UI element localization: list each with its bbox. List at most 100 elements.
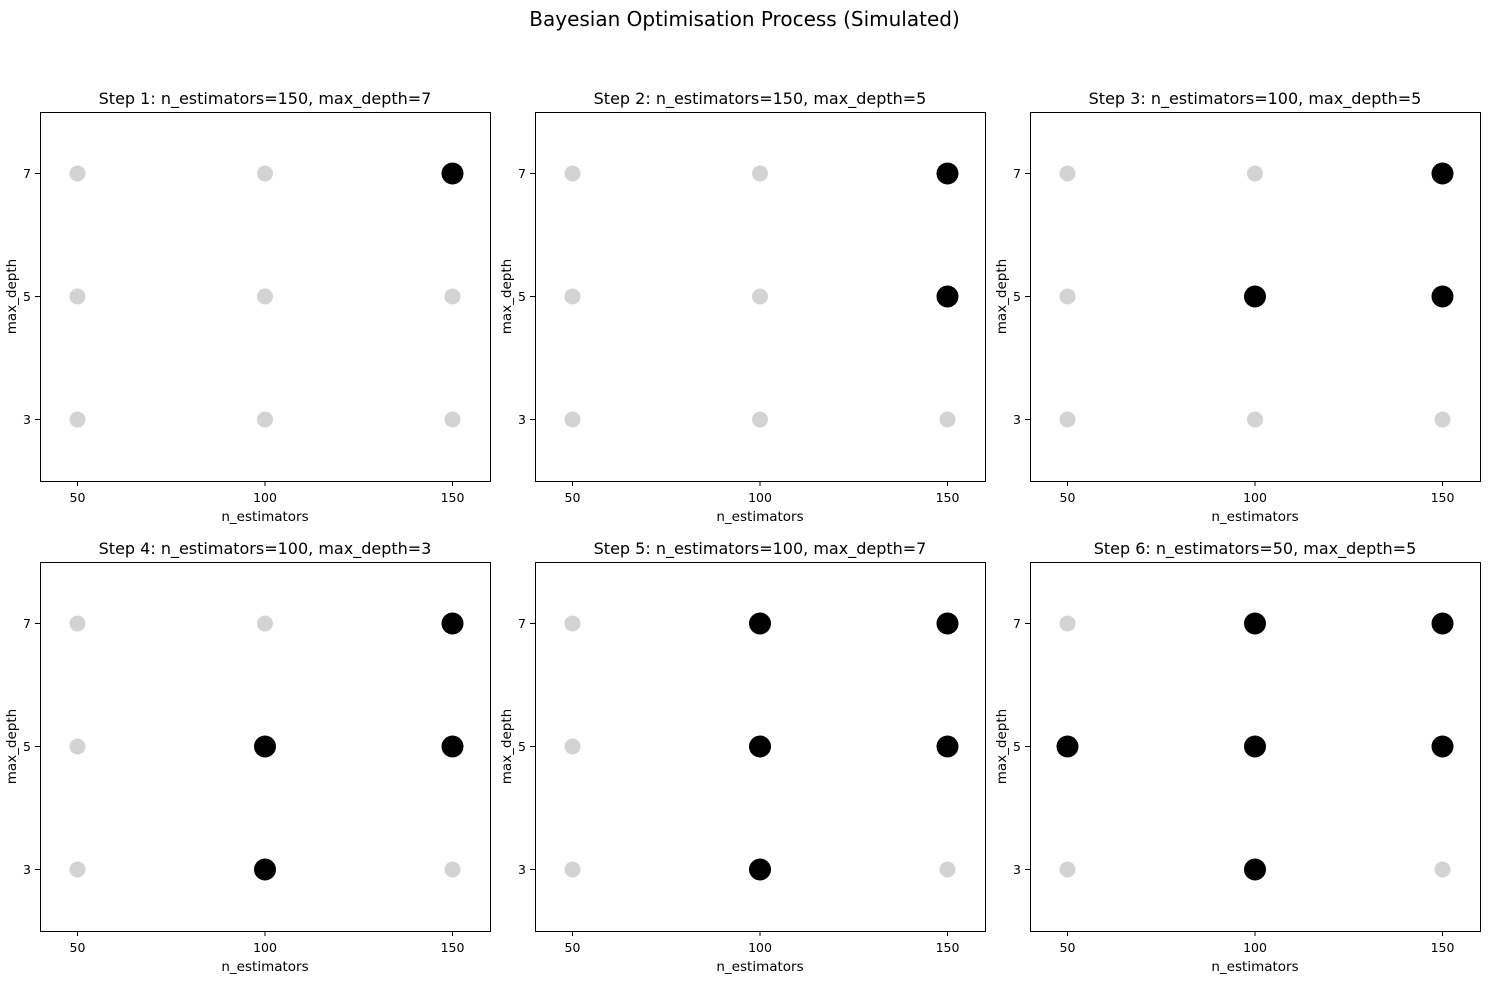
untested-point: [564, 165, 581, 182]
subplot-title: Step 2: n_estimators=150, max_depth=5: [594, 89, 927, 109]
tested-point: [936, 735, 959, 758]
y-tick-label: 7: [23, 616, 31, 631]
x-tick-label: 50: [1060, 940, 1076, 955]
tested-point: [936, 162, 959, 185]
x-tick-label: 150: [936, 490, 960, 505]
tested-point: [1431, 612, 1454, 635]
x-axis-label: n_estimators: [716, 509, 803, 525]
x-axis-label: n_estimators: [716, 959, 803, 975]
untested-point: [564, 411, 581, 428]
y-tick-label: 5: [1013, 739, 1021, 754]
subplot-title: Step 5: n_estimators=100, max_depth=7: [594, 539, 927, 559]
x-tick-label: 150: [936, 940, 960, 955]
y-tick-label: 3: [1013, 412, 1021, 427]
tested-point: [441, 612, 464, 635]
untested-point: [752, 288, 768, 305]
x-tick-label: 50: [70, 490, 86, 505]
subplot-step-3: Step 3: n_estimators=100, max_depth=5 50 1…: [994, 89, 1481, 525]
untested-point: [1059, 861, 1076, 878]
tested-point: [936, 285, 959, 308]
y-tick-label: 5: [23, 739, 31, 754]
untested-point: [564, 738, 581, 755]
untested-point: [564, 861, 581, 878]
subplot-title: Step 1: n_estimators=150, max_depth=7: [99, 89, 432, 109]
y-axis-label: max_depth: [4, 259, 20, 334]
subplot-step-4: Step 4: n_estimators=100, max_depth=3 50 1…: [4, 539, 491, 975]
scatter-points: [564, 162, 959, 428]
tested-point: [1244, 735, 1266, 758]
untested-point: [257, 615, 273, 632]
y-tick-label: 3: [23, 412, 31, 427]
y-axis-label: max_depth: [994, 259, 1010, 334]
untested-point: [444, 861, 461, 878]
y-tick-label: 5: [518, 739, 526, 754]
y-axis-label: max_depth: [499, 259, 515, 334]
x-tick-label: 100: [253, 940, 277, 955]
untested-point: [69, 411, 86, 428]
y-axis-label: max_depth: [4, 709, 20, 784]
untested-point: [1059, 165, 1076, 182]
untested-point: [69, 615, 86, 632]
scatter-points: [69, 612, 464, 881]
tested-point: [1244, 285, 1266, 308]
untested-point: [444, 411, 461, 428]
untested-point: [564, 615, 581, 632]
tested-point: [936, 612, 959, 635]
tested-point: [749, 858, 771, 881]
x-axis-label: n_estimators: [1211, 509, 1298, 525]
subplot-step-5: Step 5: n_estimators=100, max_depth=7 50 1…: [499, 539, 986, 975]
untested-point: [257, 288, 273, 305]
tested-point: [441, 735, 464, 758]
tested-point: [1431, 735, 1454, 758]
tested-point: [1431, 285, 1454, 308]
y-tick-label: 3: [518, 412, 526, 427]
y-tick-label: 3: [1013, 862, 1021, 877]
y-tick-label: 7: [518, 166, 526, 181]
tested-point: [254, 858, 276, 881]
untested-point: [752, 411, 768, 428]
tested-point: [1056, 735, 1079, 758]
subplot-title: Step 6: n_estimators=50, max_depth=5: [1094, 539, 1417, 559]
untested-point: [1059, 411, 1076, 428]
subplot-title: Step 4: n_estimators=100, max_depth=3: [99, 539, 432, 559]
subplot-grid: Step 1: n_estimators=150, max_depth=7 50 1…: [4, 89, 1481, 975]
x-axis-label: n_estimators: [221, 509, 308, 525]
scatter-points: [1059, 162, 1454, 428]
untested-point: [939, 411, 956, 428]
subplot-step-1: Step 1: n_estimators=150, max_depth=7 50 1…: [4, 89, 491, 525]
tested-point: [1244, 612, 1266, 635]
x-tick-label: 100: [748, 940, 772, 955]
untested-point: [752, 165, 768, 182]
tested-point: [441, 162, 464, 185]
x-axis-label: n_estimators: [1211, 959, 1298, 975]
untested-point: [257, 165, 273, 182]
x-tick-label: 100: [253, 490, 277, 505]
untested-point: [69, 288, 86, 305]
scatter-points: [564, 612, 959, 881]
x-tick-label: 50: [1060, 490, 1076, 505]
x-tick-label: 50: [565, 490, 581, 505]
untested-point: [939, 861, 956, 878]
x-tick-label: 150: [1431, 490, 1455, 505]
y-tick-label: 5: [518, 289, 526, 304]
subplot-step-2: Step 2: n_estimators=150, max_depth=5 50 1…: [499, 89, 986, 525]
x-tick-label: 100: [1243, 490, 1267, 505]
x-axis-label: n_estimators: [221, 959, 308, 975]
tested-point: [1244, 858, 1266, 881]
y-tick-label: 7: [518, 616, 526, 631]
x-tick-label: 150: [441, 940, 465, 955]
x-tick-label: 150: [441, 490, 465, 505]
scatter-points: [1056, 612, 1454, 881]
tested-point: [749, 735, 771, 758]
untested-point: [1434, 411, 1451, 428]
x-tick-label: 100: [748, 490, 772, 505]
untested-point: [444, 288, 461, 305]
untested-point: [1059, 615, 1076, 632]
untested-point: [69, 165, 86, 182]
x-tick-label: 150: [1431, 940, 1455, 955]
tested-point: [749, 612, 771, 635]
y-axis-label: max_depth: [994, 709, 1010, 784]
tested-point: [1431, 162, 1454, 185]
y-tick-label: 7: [1013, 616, 1021, 631]
tested-point: [254, 735, 276, 758]
